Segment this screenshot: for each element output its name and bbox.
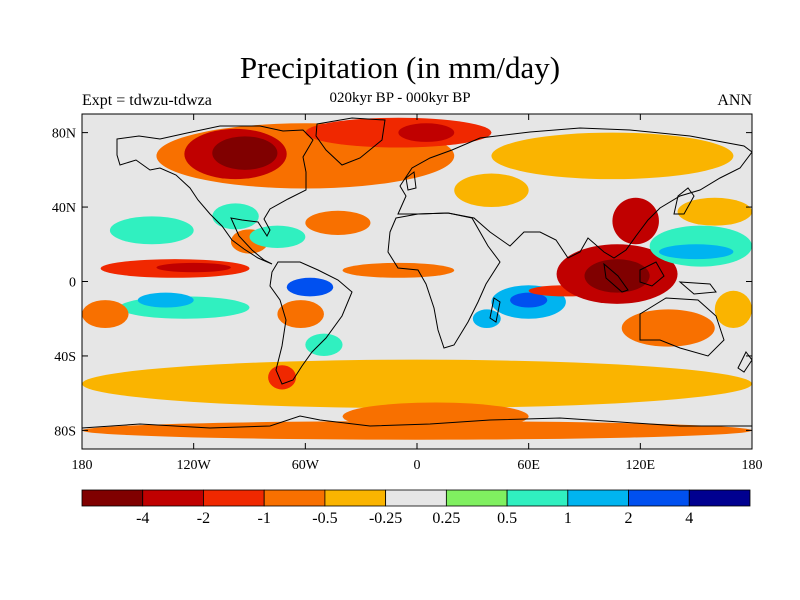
colorbar-label: 2 <box>625 510 633 527</box>
colorbar-label: -4 <box>136 510 149 527</box>
lon-tick-label: 60E <box>517 458 540 473</box>
lat-tick-label: 40N <box>52 201 76 216</box>
field-region-0 <box>82 359 752 409</box>
coastline-japan <box>673 187 695 215</box>
field-region-34 <box>342 402 529 431</box>
field-region-32 <box>621 309 715 347</box>
coastline-antarctica <box>82 415 752 429</box>
field-region-12 <box>305 210 371 235</box>
lat-tick-label: 80N <box>52 127 76 142</box>
coastline-new-zealand <box>737 351 752 373</box>
field-region-21 <box>268 365 297 390</box>
lon-tick-label: 0 <box>414 458 421 473</box>
colorbar-swatch <box>688 489 751 507</box>
field-region-17 <box>137 292 194 308</box>
field-region-33 <box>82 421 752 440</box>
field-region-24 <box>472 309 501 329</box>
colorbar-label: 0.25 <box>432 510 460 527</box>
field-region-19 <box>277 300 324 329</box>
field-region-31 <box>677 197 752 226</box>
colorbar-swatch <box>142 489 204 507</box>
coastline-greenland <box>315 117 386 166</box>
coastline-borneo <box>639 261 665 287</box>
field-region-23 <box>510 292 548 308</box>
field-region-8 <box>109 216 194 245</box>
lon-tick-label: 180 <box>742 458 763 473</box>
lon-tick-label: 180 <box>72 458 93 473</box>
field-region-15 <box>342 262 455 278</box>
map-fill <box>82 114 752 449</box>
coastline-uk <box>405 171 417 191</box>
field-region-6 <box>491 132 734 180</box>
map-axes: 180 120W 60W 0 60E 120E 180 80N 40N 0 40S 80S <box>52 114 763 473</box>
coastline-south-america <box>269 261 353 385</box>
colorbar-swatch <box>628 489 690 507</box>
colorbar-swatch <box>445 489 508 507</box>
field-region-28 <box>612 197 659 245</box>
colorbar-swatch <box>324 489 387 507</box>
colorbar-label: -0.25 <box>369 510 402 527</box>
chart-title: Precipitation (in mm/day) <box>239 50 561 85</box>
colorbar-label: -1 <box>258 510 271 527</box>
chart-subtitle: 020kyr BP - 000kyr BP <box>329 90 471 106</box>
field-region-5 <box>398 123 455 142</box>
field-region-36 <box>82 300 129 329</box>
colorbar-swatch <box>203 489 265 507</box>
lat-tick-label: 40S <box>54 350 76 365</box>
lon-tick-label: 120W <box>177 458 212 473</box>
field-region-9 <box>212 203 259 230</box>
colorbar-label: 0.5 <box>497 510 517 527</box>
field-region-7 <box>454 173 529 208</box>
season-label: ANN <box>717 92 752 109</box>
field-region-18 <box>286 277 334 297</box>
coastline-sumatra <box>603 262 629 293</box>
colorbar-label: 4 <box>685 510 693 527</box>
field-region-35 <box>714 290 752 329</box>
field-region-4 <box>305 117 492 148</box>
field-region-11 <box>249 225 306 248</box>
lat-tick-label: 0 <box>69 276 76 291</box>
colorbar-swatch <box>81 489 144 507</box>
colorbar-swatch <box>385 489 447 507</box>
colorbar-label: 1 <box>564 510 572 527</box>
coastline-eurasia <box>397 127 752 259</box>
colorbar-label: -0.5 <box>312 510 337 527</box>
field-region-27 <box>584 259 650 293</box>
colorbar-swatch <box>263 489 326 507</box>
colorbar-label: -2 <box>197 510 210 527</box>
coastline-new-guinea <box>678 281 717 295</box>
field-region-30 <box>658 244 734 260</box>
coastline-north-america <box>116 125 314 265</box>
lat-tick-label: 80S <box>54 424 76 439</box>
colorbar: -4 -2 -1 -0.5 -0.25 0.25 0.5 1 2 4 <box>81 489 751 527</box>
colorbar-swatch <box>506 489 569 507</box>
field-region-3 <box>212 136 278 170</box>
coastlines <box>82 117 752 429</box>
field-region-20 <box>305 333 343 356</box>
field-region-14 <box>156 262 231 273</box>
colorbar-swatch <box>567 489 629 507</box>
experiment-label: Expt = tdwzu-tdwza <box>82 92 212 109</box>
coastline-madagascar <box>489 297 501 323</box>
coastline-australia <box>639 297 725 357</box>
lon-tick-label: 60W <box>292 458 320 473</box>
lon-tick-label: 120E <box>626 458 656 473</box>
